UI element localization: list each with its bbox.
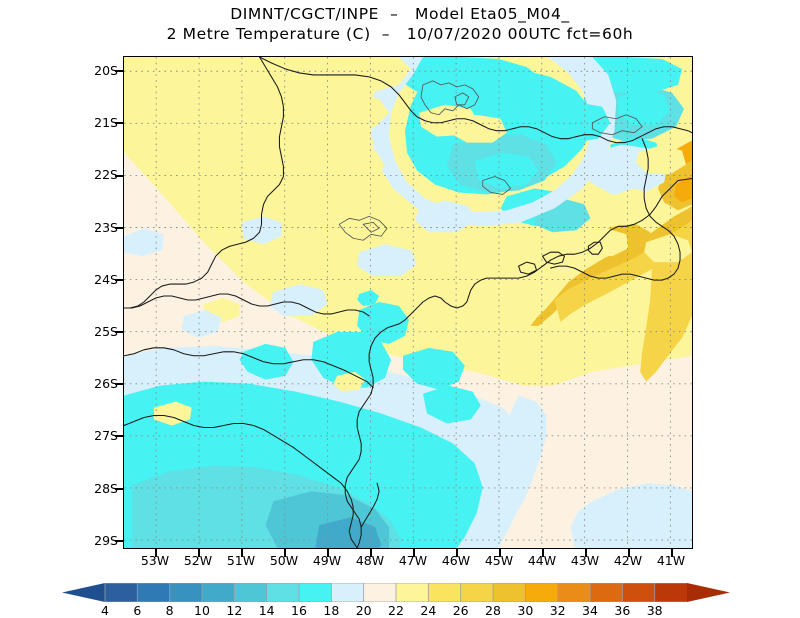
colorbar-tick-36: 36: [614, 603, 631, 618]
colorbar-cell: [266, 583, 300, 602]
colorbar-cell: [395, 583, 430, 602]
colorbar-cell: [460, 583, 494, 602]
x-tick-mark-42W: [628, 549, 630, 557]
colorbar-tick-28: 28: [485, 603, 501, 618]
colorbar-over-arrow: [687, 583, 730, 602]
x-tick-mark-48W: [370, 549, 372, 557]
x-tick-mark-52W: [198, 549, 200, 557]
colorbar-cell: [233, 583, 268, 602]
colorbar-tick-6: 6: [133, 603, 142, 618]
x-tick-label-41W: 41W: [656, 553, 686, 568]
x-tick-label-43W: 43W: [570, 553, 600, 568]
x-tick-mark-43W: [585, 549, 587, 557]
temperature-field-svg: [124, 57, 692, 548]
colorbar-tick-34: 34: [582, 603, 598, 618]
y-tick-mark-22S: [115, 175, 123, 177]
x-tick-label-46W: 46W: [441, 553, 471, 568]
y-tick-label-21S: 21S: [94, 115, 118, 130]
colorbar-cell: [621, 583, 656, 602]
filled-contours: [124, 57, 692, 548]
coastline-and-borders: [124, 57, 692, 548]
x-tick-label-50W: 50W: [269, 553, 299, 568]
x-tick-label-53W: 53W: [140, 553, 170, 568]
y-tick-mark-25S: [115, 331, 123, 333]
y-tick-label-29S: 29S: [94, 533, 118, 548]
y-tick-label-20S: 20S: [94, 63, 118, 78]
x-tick-label-52W: 52W: [183, 553, 213, 568]
y-tick-mark-29S: [115, 540, 123, 542]
colorbar-cell: [557, 583, 591, 602]
colorbar-tick-30: 30: [517, 603, 534, 618]
y-tick-label-25S: 25S: [94, 324, 118, 339]
colorbar-tick-12: 12: [226, 603, 243, 618]
colorbar: [62, 583, 730, 602]
y-tick-mark-23S: [115, 227, 123, 229]
y-tick-label-28S: 28S: [94, 481, 118, 496]
colorbar-tick-26: 26: [452, 603, 469, 618]
y-tick-mark-20S: [115, 70, 123, 72]
colorbar-cell: [492, 583, 527, 602]
title-line-2: 2 Metre Temperature (C) – 10/07/2020 00U…: [166, 25, 634, 43]
y-tick-mark-27S: [115, 435, 123, 437]
y-tick-label-24S: 24S: [94, 272, 118, 287]
colorbar-tick-10: 10: [194, 603, 210, 618]
y-tick-label-23S: 23S: [94, 220, 118, 235]
x-tick-mark-53W: [155, 549, 157, 557]
figure-title: DIMNT/CGCT/INPE – Model Eta05_M04_ 2 Met…: [0, 4, 800, 44]
x-tick-label-45W: 45W: [484, 553, 514, 568]
colorbar-under-arrow: [62, 583, 105, 602]
y-tick-mark-24S: [115, 279, 123, 281]
colorbar-tick-24: 24: [420, 603, 437, 618]
colorbar-cell: [427, 583, 462, 602]
y-tick-label-22S: 22S: [94, 167, 118, 182]
x-tick-mark-44W: [542, 549, 544, 557]
colorbar-cell: [201, 583, 236, 602]
x-tick-mark-50W: [284, 549, 286, 557]
colorbar-swatches: [62, 583, 730, 602]
colorbar-tick-32: 32: [549, 603, 566, 618]
colorbar-cell: [330, 583, 365, 602]
colorbar-tick-38: 38: [646, 603, 663, 618]
y-tick-mark-21S: [115, 122, 123, 124]
colorbar-cell: [298, 583, 333, 602]
x-tick-label-49W: 49W: [312, 553, 342, 568]
colorbar-tick-22: 22: [388, 603, 404, 618]
colorbar-tick-14: 14: [258, 603, 275, 618]
x-tick-mark-41W: [671, 549, 673, 557]
x-tick-label-51W: 51W: [226, 553, 256, 568]
x-tick-mark-46W: [456, 549, 458, 557]
x-tick-label-48W: 48W: [355, 553, 385, 568]
colorbar-cell: [104, 583, 139, 602]
colorbar-tick-8: 8: [165, 603, 174, 618]
x-tick-mark-51W: [241, 549, 243, 557]
title-line-1: DIMNT/CGCT/INPE – Model Eta05_M04_: [230, 5, 570, 23]
colorbar-cell: [524, 583, 559, 602]
colorbar-tick-18: 18: [323, 603, 340, 618]
x-tick-mark-45W: [499, 549, 501, 557]
colorbar-cell: [654, 583, 688, 602]
colorbar-tick-20: 20: [355, 603, 372, 618]
y-tick-mark-26S: [115, 383, 123, 385]
x-tick-mark-49W: [327, 549, 329, 557]
y-tick-label-27S: 27S: [94, 428, 118, 443]
x-tick-mark-47W: [413, 549, 415, 557]
x-tick-label-42W: 42W: [613, 553, 643, 568]
y-tick-label-26S: 26S: [94, 376, 118, 391]
colorbar-tick-16: 16: [291, 603, 307, 618]
colorbar-cell: [363, 583, 397, 602]
colorbar-cell: [589, 583, 624, 602]
x-tick-label-47W: 47W: [398, 553, 428, 568]
graticule: [124, 57, 692, 548]
y-tick-mark-28S: [115, 488, 123, 490]
x-tick-label-44W: 44W: [527, 553, 557, 568]
map-plot-area: [123, 56, 693, 549]
colorbar-cell: [169, 583, 203, 602]
colorbar-cell: [136, 583, 171, 602]
colorbar-tick-4: 4: [101, 603, 109, 618]
